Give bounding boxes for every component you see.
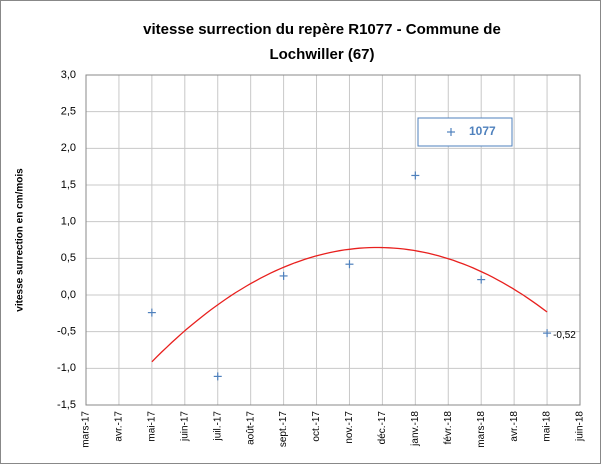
y-tick-label: 1,5: [61, 179, 76, 191]
y-tick-label: 0,0: [61, 289, 76, 301]
x-tick-label: mars-17: [81, 411, 92, 448]
y-tick-label: 2,5: [61, 106, 76, 118]
x-tick-label: mai-17: [147, 411, 158, 442]
y-tick-label: 2,0: [61, 142, 76, 154]
chart-title: Lochwiller (67): [269, 46, 374, 63]
point: [477, 275, 486, 284]
point: [543, 329, 552, 338]
y-axis-label: vitesse surrection en cm/mois: [15, 168, 26, 312]
x-tick-label: janv.-18: [410, 411, 421, 447]
x-tick-label: juil.-17: [212, 411, 223, 442]
legend-label: 1077: [469, 124, 496, 138]
point: [411, 171, 420, 180]
x-tick-label: juin-18: [575, 411, 586, 442]
chart-title: vitesse surrection du repère R1077 - Com…: [143, 21, 501, 38]
x-tick-label: avr.-17: [114, 411, 125, 442]
y-tick-label: 1,0: [61, 216, 76, 228]
x-tick-label: avr.-18: [509, 411, 520, 442]
x-tick-label: juin-17: [179, 411, 190, 442]
x-tick-label: mars-18: [476, 411, 487, 448]
data-label: -0,52: [553, 330, 576, 341]
x-tick-label: mai-18: [542, 411, 553, 442]
x-tick-label: déc.-17: [377, 411, 388, 445]
plot-frame: [85, 74, 581, 406]
trendline: [151, 246, 548, 363]
x-tick-label: nov.-17: [344, 411, 355, 444]
y-tick-label: 3,0: [61, 69, 76, 81]
x-tick-label: févr.-18: [443, 411, 454, 445]
x-tick-label: août-17: [245, 411, 256, 445]
point: [279, 271, 288, 280]
legend-box: [417, 117, 513, 147]
x-tick-label: oct.-17: [311, 411, 322, 442]
y-tick-label: -1,0: [57, 362, 76, 374]
x-tick-label: sept.-17: [278, 411, 289, 448]
point: [213, 372, 222, 381]
y-tick-label: -1,5: [57, 399, 76, 411]
y-tick-label: -0,5: [57, 326, 76, 338]
point: [147, 308, 156, 317]
y-tick-label: 0,5: [61, 252, 76, 264]
point: [345, 260, 354, 269]
